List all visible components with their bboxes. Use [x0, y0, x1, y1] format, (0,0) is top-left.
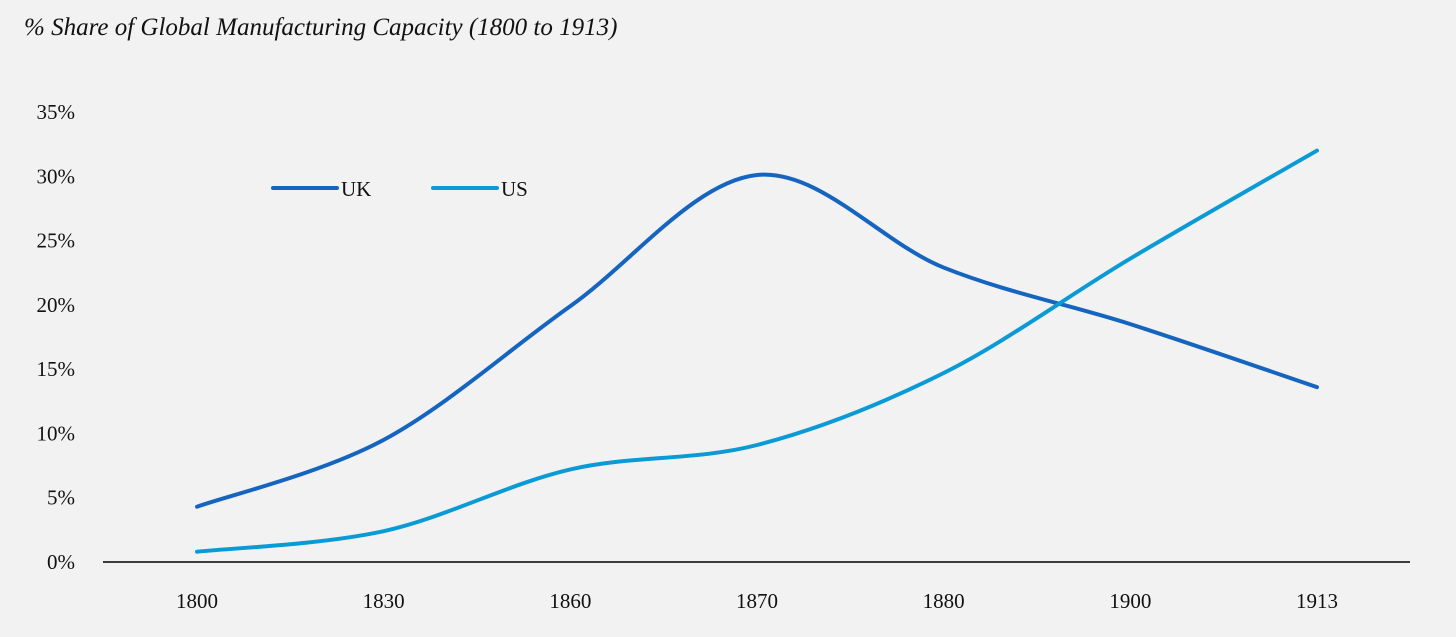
legend-label: US: [501, 177, 528, 201]
x-tick-label: 1880: [923, 589, 965, 613]
x-tick-label: 1860: [549, 589, 591, 613]
y-tick-label: 5%: [47, 486, 75, 510]
y-tick-label: 20%: [37, 293, 76, 317]
y-tick-label: 25%: [37, 229, 76, 253]
y-tick-label: 0%: [47, 550, 75, 574]
x-tick-label: 1870: [736, 589, 778, 613]
y-tick-label: 15%: [37, 357, 76, 381]
x-tick-label: 1830: [363, 589, 405, 613]
chart-title: % Share of Global Manufacturing Capacity…: [24, 14, 618, 41]
x-tick-label: 1913: [1296, 589, 1338, 613]
x-tick-label: 1800: [176, 589, 218, 613]
y-tick-label: 35%: [37, 100, 76, 124]
y-tick-label: 10%: [37, 421, 76, 445]
legend-label: UK: [341, 177, 371, 201]
x-tick-label: 1900: [1109, 589, 1151, 613]
y-tick-label: 30%: [37, 164, 76, 188]
series-line-uk: [195, 172, 1319, 509]
series-line-us: [195, 148, 1319, 554]
